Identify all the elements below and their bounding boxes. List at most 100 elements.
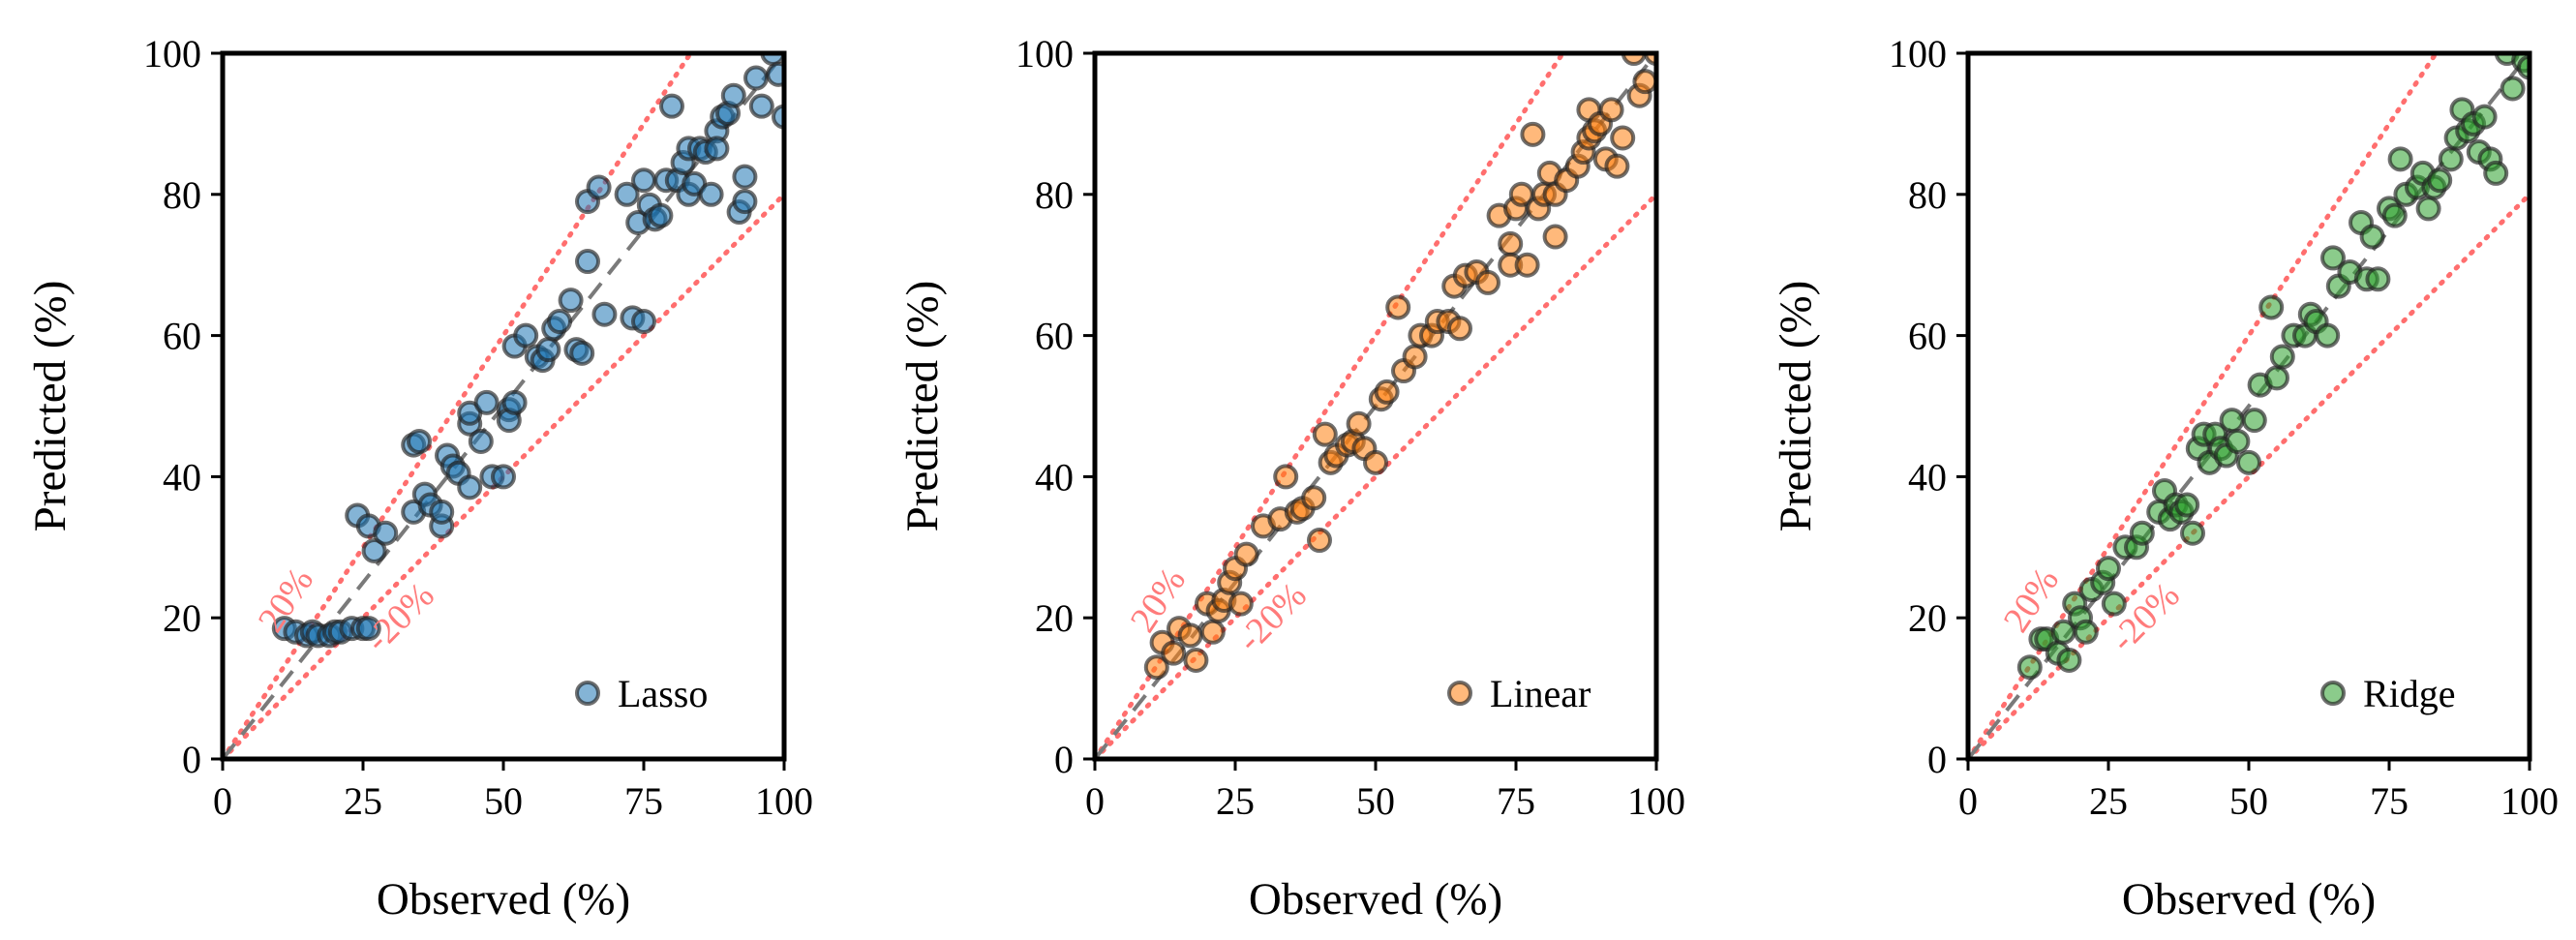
plot-area <box>1968 53 2530 759</box>
x-axis-label: Observed (%) <box>2122 874 2376 925</box>
y-tick-label: 40 <box>163 455 201 499</box>
scatter-point <box>2241 408 2267 434</box>
scatter-point <box>1312 421 1338 447</box>
scatter-point <box>748 93 774 119</box>
scatter-point <box>1177 622 1203 649</box>
scatter-point <box>373 520 399 546</box>
scatter-point <box>468 428 494 454</box>
scatter-point <box>648 202 674 228</box>
scatter-point <box>2225 428 2251 454</box>
scatter-point <box>1199 619 1226 645</box>
y-tick-label: 100 <box>1015 32 1074 76</box>
x-tick-label: 0 <box>1958 779 1978 823</box>
scatter-point <box>2320 245 2346 271</box>
scatter-point <box>1402 344 1428 370</box>
scatter-point <box>1598 97 1624 123</box>
scatter-point <box>1520 121 1546 147</box>
x-tick-label: 100 <box>2500 779 2559 823</box>
scatter-point <box>2180 520 2205 546</box>
scatter-point <box>2500 76 2526 102</box>
scatter-point <box>2517 54 2530 80</box>
scatter-point <box>698 181 724 207</box>
scatter-point <box>2438 146 2464 172</box>
x-tick-label: 50 <box>2229 779 2268 823</box>
x-tick-label: 0 <box>1085 779 1105 823</box>
x-axis-label: Observed (%) <box>1249 874 1502 925</box>
scatter-point <box>1161 640 1187 666</box>
y-tick-label: 0 <box>182 738 201 781</box>
y-axis-label: Predicted (%) <box>1771 281 1821 532</box>
scatter-point <box>2073 619 2099 645</box>
scatter-point <box>2483 160 2509 186</box>
scatter-point <box>2056 647 2082 673</box>
y-tick-label: 20 <box>1908 596 1947 640</box>
scatter-point <box>1475 269 1500 295</box>
x-tick-label: 25 <box>344 779 382 823</box>
scatter-point <box>631 309 656 335</box>
x-tick-label: 25 <box>1216 779 1255 823</box>
scatter-point <box>2359 224 2385 250</box>
y-tick-label: 40 <box>1908 455 1947 499</box>
y-tick-label: 20 <box>1035 596 1074 640</box>
scatter-point <box>407 428 432 454</box>
y-tick-label: 80 <box>1035 173 1074 217</box>
scatter-point <box>2471 104 2498 130</box>
x-tick-label: 75 <box>624 779 663 823</box>
y-tick-label: 0 <box>1054 738 1074 781</box>
scatter-point <box>1273 464 1299 490</box>
scatter-point <box>1363 449 1388 475</box>
y-tick-label: 80 <box>1908 173 1947 217</box>
scatter-point <box>2129 520 2155 546</box>
band-label-lower: -20% <box>2103 575 2188 660</box>
scatter-point <box>1447 316 1472 342</box>
x-tick-label: 0 <box>213 779 232 823</box>
scatter-point <box>1183 647 1209 673</box>
scatter-point <box>732 164 758 190</box>
scatter-point <box>1542 224 1568 250</box>
scatter-point <box>2427 167 2453 194</box>
scatter-point <box>1227 591 1254 617</box>
lower-20pct-line <box>1968 192 2530 759</box>
scatter-point <box>1301 485 1327 511</box>
scatter-point <box>575 249 600 275</box>
scatter-point <box>513 322 539 349</box>
legend-label: Lasso <box>618 672 708 715</box>
scatter-point <box>2381 202 2408 228</box>
x-tick-label: 25 <box>2089 779 2128 823</box>
legend-label: Linear <box>1490 672 1591 715</box>
scatter-point <box>1346 410 1372 437</box>
scatter-point <box>1514 252 1540 278</box>
y-tick-label: 60 <box>1035 315 1074 358</box>
scatter-point <box>1610 125 1636 151</box>
y-tick-label: 100 <box>1889 32 1947 76</box>
legend-label: Ridge <box>2363 672 2456 715</box>
scatter-point <box>2101 591 2127 617</box>
upper-20pct-line <box>1968 53 2439 759</box>
scatter-point <box>720 82 746 108</box>
x-tick-label: 100 <box>1627 779 1685 823</box>
scatter-point <box>473 389 500 415</box>
y-tick-label: 40 <box>1035 455 1074 499</box>
scatter-point <box>558 288 584 314</box>
y-tick-label: 0 <box>1927 738 1947 781</box>
y-tick-label: 60 <box>1908 315 1947 358</box>
scatter-point <box>2387 146 2413 172</box>
scatter-point <box>766 61 784 87</box>
y-tick-label: 60 <box>163 315 201 358</box>
scatter-point <box>2269 344 2295 370</box>
scatter-point <box>501 389 528 415</box>
scatter-point <box>1632 69 1656 95</box>
plot-area <box>1095 53 1656 759</box>
scatter-point <box>2415 196 2441 222</box>
plot-area <box>223 53 784 759</box>
x-axis-label: Observed (%) <box>377 874 630 925</box>
scatter-point <box>2174 492 2200 518</box>
scatter-point <box>732 189 758 215</box>
scatter-point <box>547 309 572 335</box>
scatter-point <box>491 464 516 490</box>
band-label-lower: -20% <box>1229 575 1315 660</box>
scatter-point <box>586 174 612 200</box>
